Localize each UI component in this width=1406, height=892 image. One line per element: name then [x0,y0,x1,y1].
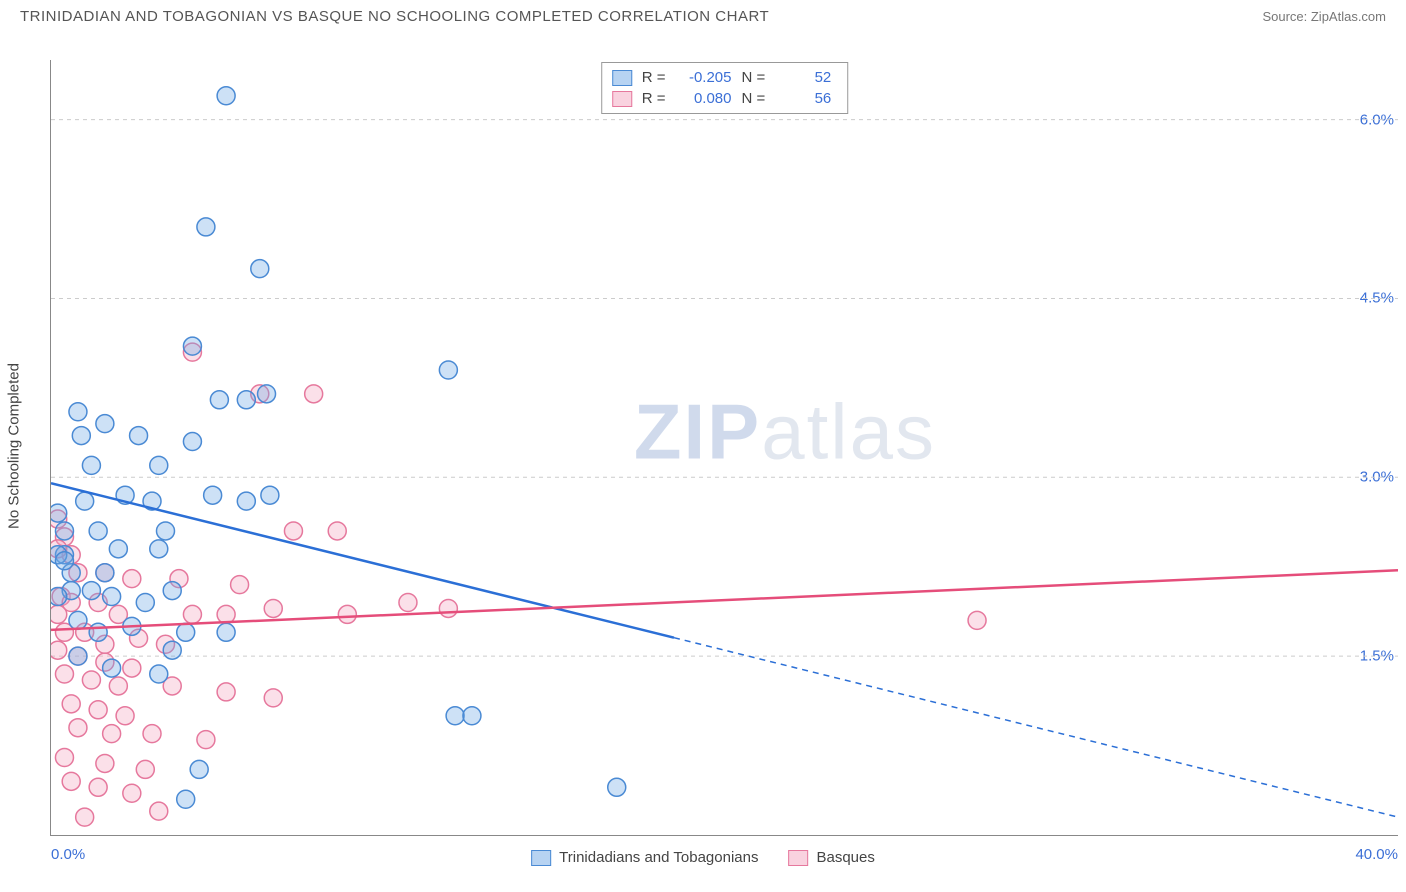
legend-r-label: R = [642,90,666,107]
x-axis-min-label: 0.0% [51,846,85,863]
scatter-svg [51,60,1398,835]
legend-r-value-0: -0.205 [676,69,732,86]
legend-r-label: R = [642,69,666,86]
correlation-legend: R = -0.205 N = 52 R = 0.080 N = 56 [601,62,849,114]
swatch-series-1-b [788,850,808,866]
swatch-series-0 [612,70,632,86]
legend-n-label: N = [742,69,766,86]
source-name: ZipAtlas.com [1311,9,1386,24]
legend-item-0: Trinidadians and Tobagonians [531,849,758,866]
x-axis-max-label: 40.0% [1355,846,1398,863]
legend-r-value-1: 0.080 [676,90,732,107]
legend-n-label: N = [742,90,766,107]
series-name-1: Basques [816,849,874,866]
series-legend: Trinidadians and Tobagonians Basques [531,849,875,866]
y-axis-title: No Schooling Completed [6,363,23,529]
swatch-series-1 [612,91,632,107]
legend-row-series-0: R = -0.205 N = 52 [612,67,832,88]
legend-item-1: Basques [788,849,874,866]
swatch-series-0-b [531,850,551,866]
chart-plot-area: ZIPatlas R = -0.205 N = 52 R = 0.080 N =… [50,60,1398,836]
source-attribution: Source: ZipAtlas.com [1262,9,1386,24]
legend-row-series-1: R = 0.080 N = 56 [612,88,832,109]
chart-title: TRINIDADIAN AND TOBAGONIAN VS BASQUE NO … [20,8,769,25]
series-name-0: Trinidadians and Tobagonians [559,849,758,866]
legend-n-value-0: 52 [775,69,831,86]
legend-n-value-1: 56 [775,90,831,107]
source-label: Source: [1262,9,1310,24]
